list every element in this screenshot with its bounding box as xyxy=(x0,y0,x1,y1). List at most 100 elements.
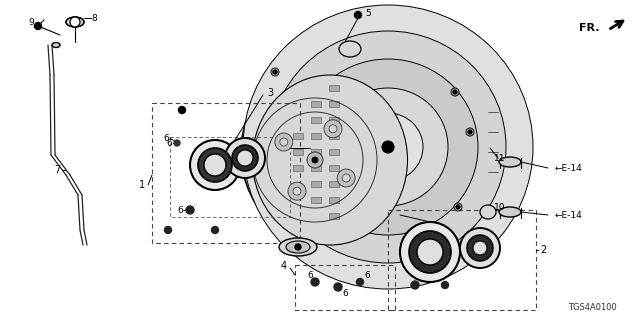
Bar xyxy=(170,137,290,217)
Text: 6: 6 xyxy=(177,205,183,214)
Bar xyxy=(311,149,321,155)
Ellipse shape xyxy=(328,88,448,206)
Circle shape xyxy=(356,278,364,285)
Circle shape xyxy=(225,138,265,178)
Bar xyxy=(329,149,339,155)
Text: 3: 3 xyxy=(267,88,273,98)
Ellipse shape xyxy=(280,138,288,146)
Bar xyxy=(388,210,536,310)
Ellipse shape xyxy=(451,88,459,96)
Bar xyxy=(311,101,321,107)
Text: 6: 6 xyxy=(166,139,172,148)
Bar xyxy=(329,101,339,107)
Ellipse shape xyxy=(241,40,499,264)
Bar xyxy=(311,197,321,203)
Circle shape xyxy=(164,227,172,234)
Text: 1: 1 xyxy=(139,180,145,190)
Circle shape xyxy=(204,154,226,176)
Circle shape xyxy=(35,22,42,29)
Circle shape xyxy=(409,231,451,273)
Text: 5: 5 xyxy=(365,9,371,18)
Text: 8: 8 xyxy=(91,13,97,22)
Circle shape xyxy=(232,145,258,171)
Bar xyxy=(295,265,395,310)
Circle shape xyxy=(311,278,319,286)
Bar xyxy=(311,133,321,139)
Ellipse shape xyxy=(382,141,394,153)
Circle shape xyxy=(453,90,457,94)
Ellipse shape xyxy=(52,43,60,47)
Circle shape xyxy=(467,235,493,261)
Text: 11: 11 xyxy=(493,154,505,163)
Circle shape xyxy=(334,283,342,291)
Circle shape xyxy=(186,206,194,214)
Ellipse shape xyxy=(288,182,306,200)
Circle shape xyxy=(456,205,460,209)
Bar xyxy=(329,213,339,219)
Ellipse shape xyxy=(312,157,318,163)
Circle shape xyxy=(295,244,301,250)
Ellipse shape xyxy=(353,113,423,181)
Bar xyxy=(311,181,321,187)
Circle shape xyxy=(468,130,472,134)
Ellipse shape xyxy=(307,152,323,168)
Text: 6: 6 xyxy=(364,271,370,281)
Circle shape xyxy=(70,17,80,27)
Circle shape xyxy=(442,282,449,289)
Ellipse shape xyxy=(370,130,406,164)
Text: 2: 2 xyxy=(540,245,547,255)
Ellipse shape xyxy=(499,157,521,167)
Text: 6: 6 xyxy=(342,289,348,298)
Bar xyxy=(329,181,339,187)
Ellipse shape xyxy=(466,128,474,136)
Ellipse shape xyxy=(329,125,337,133)
Text: 6: 6 xyxy=(163,133,169,142)
Text: ←E-14: ←E-14 xyxy=(555,164,583,172)
Ellipse shape xyxy=(454,203,462,211)
Ellipse shape xyxy=(66,17,84,27)
Bar xyxy=(293,149,303,155)
Ellipse shape xyxy=(339,41,361,57)
Text: 6: 6 xyxy=(307,270,313,279)
Circle shape xyxy=(460,228,500,268)
Circle shape xyxy=(174,140,180,146)
Circle shape xyxy=(400,222,460,282)
Ellipse shape xyxy=(270,31,506,263)
Bar xyxy=(293,133,303,139)
Text: ←E-14: ←E-14 xyxy=(555,211,583,220)
Ellipse shape xyxy=(279,238,317,256)
Circle shape xyxy=(198,148,232,182)
Ellipse shape xyxy=(271,68,279,76)
Text: 9: 9 xyxy=(28,18,34,27)
Ellipse shape xyxy=(298,59,478,235)
Ellipse shape xyxy=(499,207,521,217)
Ellipse shape xyxy=(275,133,293,151)
Circle shape xyxy=(211,227,218,234)
Circle shape xyxy=(273,70,277,74)
Circle shape xyxy=(355,12,362,19)
Text: 10: 10 xyxy=(493,203,505,212)
Ellipse shape xyxy=(480,205,496,219)
Circle shape xyxy=(417,239,443,265)
Text: 7: 7 xyxy=(54,165,60,175)
Bar xyxy=(329,85,339,91)
Circle shape xyxy=(190,140,240,190)
Ellipse shape xyxy=(243,5,533,289)
Bar xyxy=(293,165,303,171)
Bar xyxy=(329,165,339,171)
Ellipse shape xyxy=(337,169,355,187)
Text: TGS4A0100: TGS4A0100 xyxy=(568,303,617,313)
Bar xyxy=(329,197,339,203)
Ellipse shape xyxy=(342,174,350,182)
Circle shape xyxy=(237,150,253,166)
Ellipse shape xyxy=(286,241,310,253)
Bar xyxy=(311,165,321,171)
Text: 4: 4 xyxy=(281,261,287,271)
Circle shape xyxy=(411,281,419,289)
Bar xyxy=(329,133,339,139)
Bar xyxy=(311,117,321,123)
Bar xyxy=(329,117,339,123)
Bar xyxy=(152,103,300,243)
Ellipse shape xyxy=(293,187,301,195)
Ellipse shape xyxy=(253,75,408,245)
